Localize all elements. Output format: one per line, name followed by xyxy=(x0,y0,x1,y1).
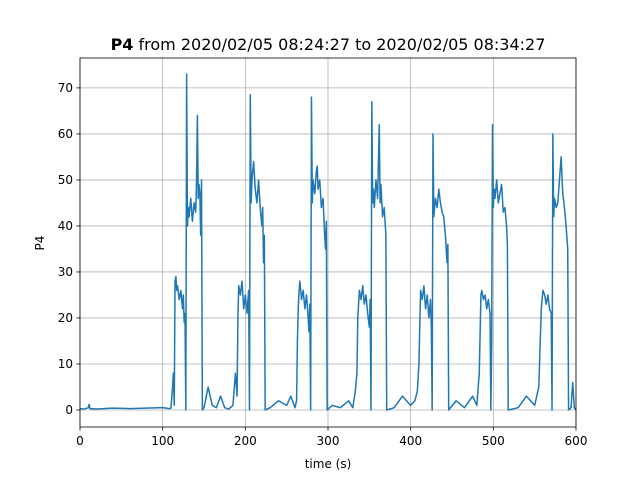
x-tick-label: 0 xyxy=(76,434,84,448)
ticks: 0 100 200 300 400 500 600 0 10 20 30 40 50 60 70 xyxy=(58,81,588,448)
x-tick-label: 200 xyxy=(234,434,257,448)
y-tick-label: 70 xyxy=(58,81,73,95)
chart-title: P4 from 2020/02/05 08:24:27 to 2020/02/0… xyxy=(111,35,546,54)
data-line xyxy=(79,73,577,411)
x-tick-label: 100 xyxy=(151,434,174,448)
x-axis-label: time (s) xyxy=(305,457,352,471)
x-tick-label: 600 xyxy=(565,434,588,448)
y-tick-label: 30 xyxy=(58,265,73,279)
y-tick-label: 20 xyxy=(58,311,73,325)
y-tick-label: 10 xyxy=(58,357,73,371)
y-tick-label: 0 xyxy=(65,403,73,417)
title-bold: P4 xyxy=(111,35,134,54)
y-tick-label: 50 xyxy=(58,173,73,187)
y-tick-label: 60 xyxy=(58,127,73,141)
y-axis-label: P4 xyxy=(33,236,47,251)
y-tick-label: 40 xyxy=(58,219,73,233)
lines xyxy=(79,73,577,411)
x-tick-label: 400 xyxy=(399,434,422,448)
x-tick-label: 300 xyxy=(317,434,340,448)
x-tick-label: 500 xyxy=(482,434,505,448)
title-text: from 2020/02/05 08:24:27 to 2020/02/05 0… xyxy=(139,35,546,54)
